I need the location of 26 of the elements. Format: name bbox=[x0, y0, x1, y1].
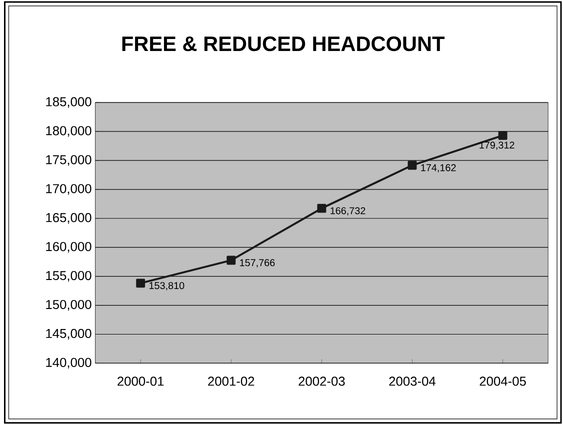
point bbox=[317, 204, 326, 213]
data-label: 174,162 bbox=[421, 164, 456, 172]
point bbox=[408, 160, 417, 170]
data-label: 153,810 bbox=[150, 282, 184, 290]
x-tick-label: 2001-02 bbox=[208, 376, 254, 386]
x-tick-label: 2003-04 bbox=[389, 376, 436, 386]
y-tick-label: 175,000 bbox=[46, 155, 92, 166]
data-label: 179,312 bbox=[480, 142, 514, 150]
y-tick-label: 165,000 bbox=[46, 213, 92, 224]
y-tick-label: 140,000 bbox=[46, 358, 92, 369]
y-tick-label: 185,000 bbox=[46, 97, 92, 108]
point bbox=[498, 131, 508, 140]
x-tick-label: 2000-01 bbox=[118, 376, 164, 386]
x-tick-label: 2002-03 bbox=[298, 376, 345, 386]
y-tick-label: 160,000 bbox=[46, 242, 92, 253]
data-label: 157,766 bbox=[240, 259, 275, 268]
chart-title: FREE & REDUCED HEADCOUNT bbox=[122, 36, 445, 52]
data-label: 166,732 bbox=[330, 207, 366, 216]
point bbox=[226, 256, 236, 265]
point bbox=[136, 278, 146, 288]
y-tick-label: 155,000 bbox=[46, 271, 92, 282]
x-tick-label: 2004-05 bbox=[480, 376, 526, 386]
y-tick-label: 145,000 bbox=[46, 328, 92, 340]
y-tick-label: 180,000 bbox=[46, 126, 92, 137]
y-tick-label: 150,000 bbox=[46, 300, 92, 311]
y-tick-label: 170,000 bbox=[46, 184, 92, 195]
